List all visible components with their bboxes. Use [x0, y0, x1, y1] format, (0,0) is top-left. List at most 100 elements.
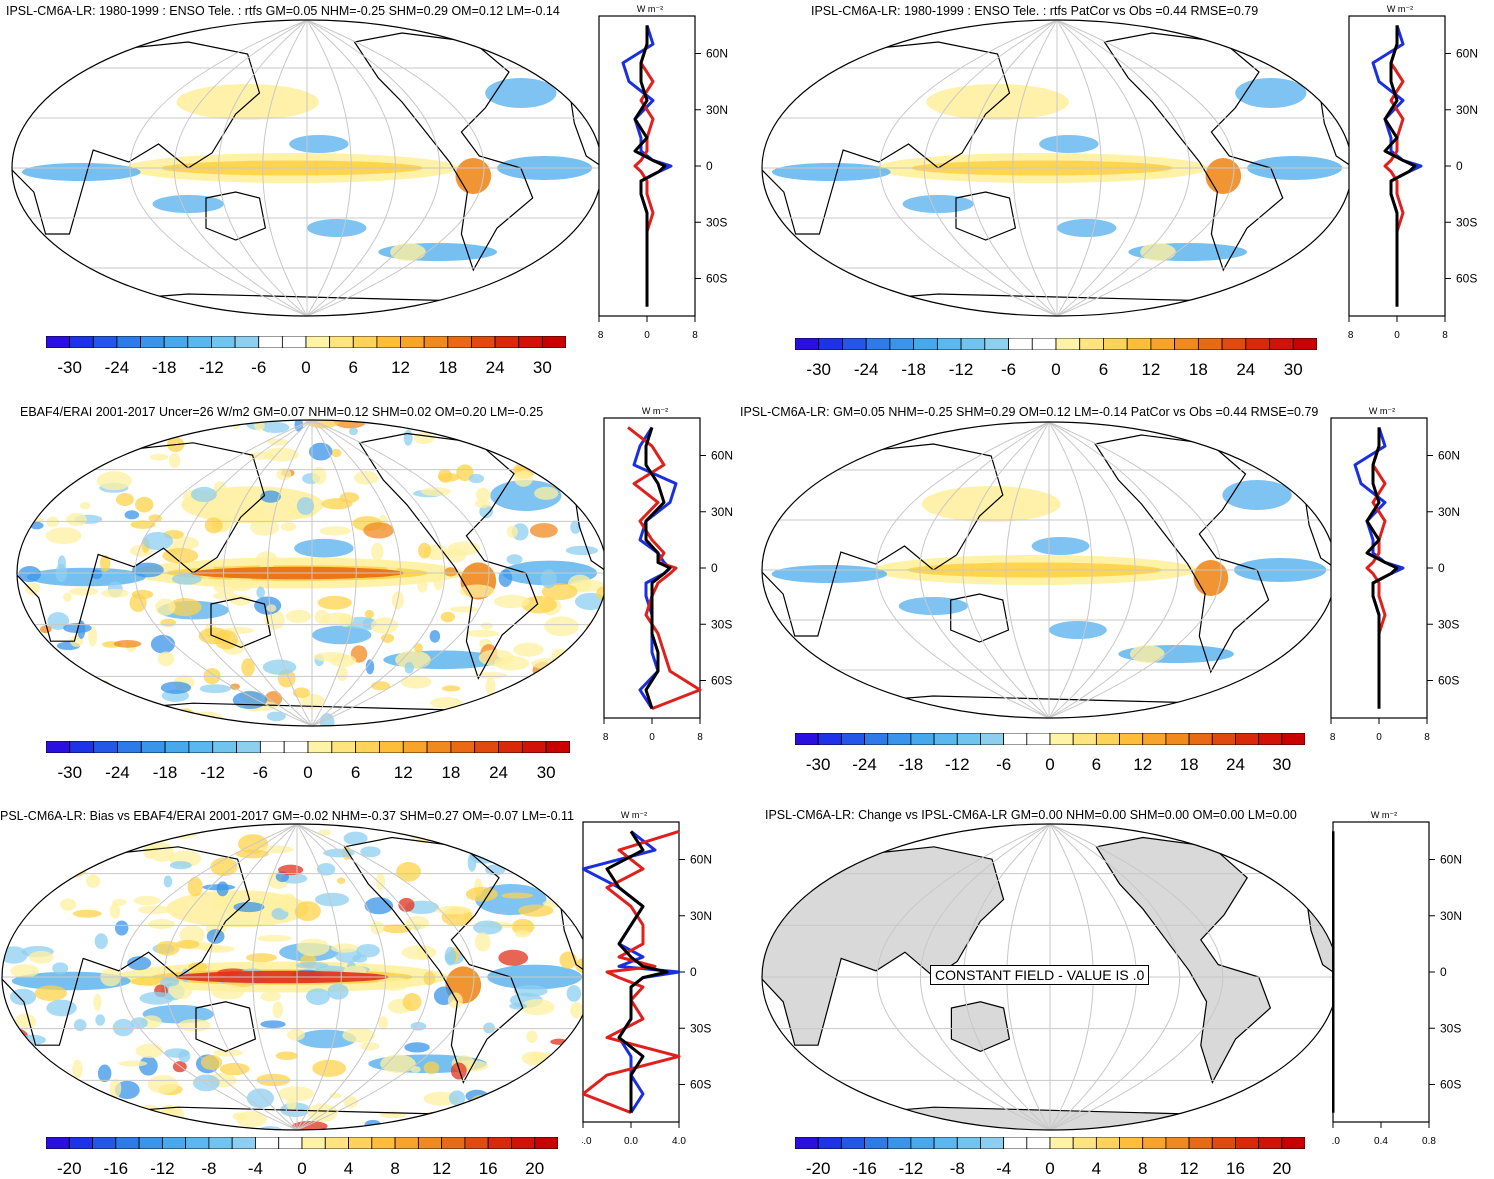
- panel-title: IPSL-CM6A-LR: 1980-1999 : ENSO Tele. : r…: [811, 4, 1259, 18]
- x-tick-label: 0: [649, 732, 655, 743]
- zonal-profile-plot: 60N 30N 0 30S 60S -8 0 8 W m⁻²: [598, 4, 728, 341]
- anomaly-patch: [278, 897, 299, 911]
- world-map: [16, 419, 608, 727]
- colorbar-segment: [1281, 733, 1305, 745]
- continent-outline: [205, 191, 267, 241]
- anomaly-patch: [116, 831, 131, 848]
- lat-tick-label: 30S: [1440, 1021, 1461, 1035]
- profile-line-black: [644, 426, 672, 710]
- anomaly-patch: [33, 1082, 64, 1098]
- anomaly-patch: [152, 195, 224, 213]
- anomaly-patch: [342, 1028, 376, 1043]
- anomaly-patch: [149, 453, 169, 461]
- lat-tick-label: 30S: [690, 1021, 711, 1035]
- colorbar: [46, 741, 570, 753]
- anomaly-patch: [447, 541, 481, 556]
- anomaly-patch: [518, 904, 554, 917]
- x-tick-label: 8: [692, 330, 698, 341]
- anomaly-patch: [90, 1123, 104, 1130]
- anomaly-patch: [257, 934, 292, 942]
- colorbar-segment: [498, 741, 523, 753]
- anomaly-patch: [130, 520, 156, 529]
- anomaly-patch: [245, 953, 278, 963]
- continent-outline: [12, 41, 261, 235]
- anomaly-patch: [413, 432, 435, 445]
- colorbar-tick-label: 0: [303, 763, 313, 782]
- colorbar-segment: [324, 1137, 349, 1149]
- colorbar-tick-label: 18: [438, 358, 458, 377]
- anomaly-patch: [57, 555, 67, 571]
- anomaly-patch: [43, 426, 58, 442]
- colorbar-tick-label: -30: [805, 755, 831, 774]
- colorbar-segment: [817, 1137, 842, 1149]
- anomaly-patch: [254, 596, 282, 615]
- colorbar-tick-label: -6: [1000, 360, 1017, 379]
- anomaly-patch: [405, 916, 429, 930]
- colorbar-tick-label: 6: [350, 763, 361, 782]
- anomaly-patch: [921, 486, 1061, 522]
- unit-label: W m⁻²: [637, 4, 663, 14]
- anomaly-patch: [139, 1104, 160, 1117]
- anomaly-patch: [139, 1056, 158, 1076]
- anomaly-patch: [80, 841, 103, 856]
- anomaly-patch: [498, 569, 513, 587]
- colorbar-segment: [984, 338, 1009, 350]
- lat-tick-label: 60N: [690, 853, 712, 867]
- colorbar-segment: [1165, 733, 1190, 745]
- anomaly-patch: [370, 921, 385, 935]
- anomaly-patch: [1057, 219, 1117, 237]
- colorbar-segment: [1026, 1137, 1051, 1149]
- anomaly-patch: [533, 862, 567, 880]
- anomaly-patch: [395, 650, 431, 670]
- colorbar-segment: [1026, 733, 1051, 745]
- anomaly-patch: [423, 1061, 440, 1075]
- anomaly-patch: [86, 874, 101, 888]
- anomaly-patch: [403, 429, 413, 446]
- colorbar-segment: [1003, 1137, 1028, 1149]
- colorbar-segment: [795, 1137, 819, 1149]
- anomaly-patch: [314, 892, 350, 907]
- anomaly-patch: [72, 909, 102, 918]
- colorbar-segment: [1258, 1137, 1283, 1149]
- anomaly-patch: [147, 919, 175, 930]
- continent-outline: [2, 846, 251, 1046]
- x-tick-label: 0: [1376, 732, 1382, 743]
- anomaly-patch: [1129, 645, 1165, 663]
- colorbar-segment: [1281, 1137, 1305, 1149]
- anomaly-patch: [511, 918, 535, 935]
- colorbar-segment: [352, 336, 378, 348]
- longitude-gridline: [962, 422, 1050, 718]
- colorbar-segment: [936, 338, 962, 350]
- zonal-profile-plot: 60N 30N 0 30S 60S -4.0 0.0 4.0 W m⁻²: [582, 810, 712, 1147]
- lat-tick-label: 60N: [1440, 853, 1462, 867]
- anomaly-patch: [444, 946, 457, 966]
- anomaly-patch: [46, 516, 60, 528]
- continent-outline: [762, 443, 1004, 637]
- x-tick-label: 4.0: [672, 1136, 686, 1147]
- anomaly-patch: [154, 830, 180, 838]
- anomaly-patch: [167, 825, 199, 839]
- anomaly-patch: [490, 420, 517, 429]
- anomaly-patch: [260, 1020, 286, 1029]
- anomaly-patch: [149, 842, 175, 862]
- colorbar-tick-label: 30: [532, 358, 552, 377]
- anomaly-patch: [63, 592, 72, 602]
- colorbar-segment: [116, 336, 141, 348]
- longitude-gridline: [311, 420, 490, 726]
- anomaly-patch: [404, 662, 414, 674]
- anomaly-patch: [550, 1038, 568, 1045]
- colorbar-tick-label: 4: [1091, 1159, 1102, 1178]
- profile-line-black: [1383, 25, 1417, 307]
- anomaly-patch: [213, 1049, 243, 1057]
- anomaly-patch: [423, 1111, 457, 1121]
- anomaly-patch: [118, 1060, 148, 1067]
- anomaly-patch: [262, 659, 297, 675]
- longitude-gridline: [876, 422, 1050, 718]
- anomaly-patch: [370, 617, 399, 634]
- lat-tick-label: 30S: [1456, 215, 1477, 229]
- anomaly-patch: [12, 838, 45, 856]
- anomaly-patch: [280, 521, 297, 532]
- colorbar-tick-label: -12: [898, 1159, 924, 1178]
- colorbar-segment: [1211, 733, 1236, 745]
- anomaly-patch: [72, 1059, 83, 1079]
